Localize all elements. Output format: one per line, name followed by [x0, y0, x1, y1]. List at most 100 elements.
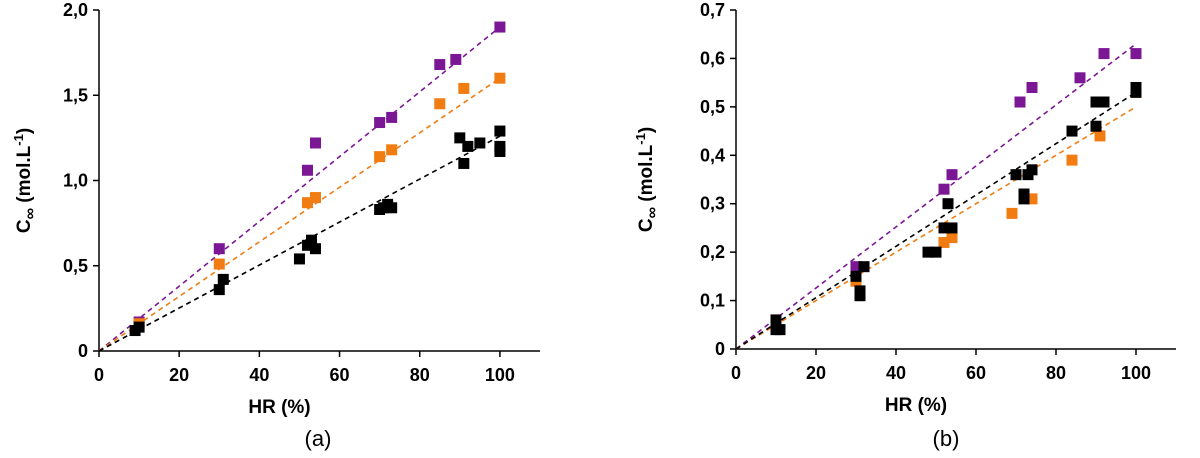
data-point: [213, 258, 225, 270]
data-point: [450, 53, 462, 65]
y-tick-label: 0,2: [700, 242, 725, 262]
data-point: [309, 137, 321, 149]
y-tick-label: 0: [715, 339, 725, 359]
data-point: [1090, 96, 1102, 108]
y-axis-title-sup: -1: [633, 133, 648, 145]
x-tick-label: 40: [249, 365, 269, 385]
y-tick-label: 0,7: [700, 0, 725, 20]
data-point: [1018, 193, 1030, 205]
x-tick-label: 80: [1046, 363, 1066, 383]
trend-line: [735, 43, 1137, 350]
data-point: [434, 98, 446, 110]
y-axis-title-sub: ∞: [644, 207, 661, 218]
y-axis-title-sup: -1: [11, 134, 26, 146]
data-point: [1098, 48, 1110, 60]
data-point: [938, 183, 950, 195]
data-point: [374, 151, 386, 163]
x-tick-label: 100: [1121, 363, 1151, 383]
data-point: [386, 111, 398, 123]
data-point: [309, 243, 321, 255]
data-point: [1130, 48, 1142, 60]
x-tick-label: 0: [731, 363, 741, 383]
x-tick-label: 60: [330, 365, 350, 385]
data-point: [462, 140, 474, 152]
data-point: [217, 273, 229, 285]
x-tick-label: 100: [485, 365, 515, 385]
data-point: [494, 125, 506, 137]
data-point: [946, 169, 958, 181]
panel-label: (b): [933, 426, 960, 451]
data-point: [938, 222, 950, 234]
y-tick-label: 0,3: [700, 194, 725, 214]
trend-line: [98, 77, 501, 352]
data-point: [938, 236, 950, 248]
x-axis-title: HR (%): [248, 397, 310, 418]
data-point: [434, 59, 446, 71]
y-axis-title-rest: (mol.L: [636, 144, 657, 207]
x-tick-label: 20: [169, 365, 189, 385]
y-tick-label: 0,5: [700, 97, 725, 117]
y-axis-title-rest: (mol.L: [14, 145, 35, 208]
data-point: [946, 222, 958, 234]
y-tick-label: 0,5: [63, 256, 88, 276]
data-point: [946, 232, 958, 244]
panel-b: 0 20 40 60 80 100 0 0,1 0,2 0,3 0,4 0,5 0,6 0,7 HR (%)…: [633, 0, 1176, 451]
data-point: [494, 72, 506, 84]
data-point: [1090, 120, 1102, 132]
data-point: [458, 157, 470, 169]
trend-line: [98, 135, 501, 352]
data-point: [770, 314, 782, 326]
y-axis-title-close: ): [636, 127, 657, 133]
y-axis-title-base: C: [14, 219, 35, 233]
y-axis-title: C∞ (mol.L-1): [633, 127, 661, 232]
data-point: [301, 164, 313, 176]
data-point: [1026, 81, 1038, 93]
data-point: [301, 197, 313, 209]
y-tick-label: 1,0: [63, 171, 88, 191]
data-point: [213, 243, 225, 255]
data-point: [1010, 169, 1022, 181]
panel-a: 0 20 40 60 80 100 0 0,5 1,0 1,5 2,0 HR (%) C∞ (mol.L…: [11, 0, 540, 451]
data-point: [1130, 86, 1142, 98]
data-point: [309, 192, 321, 204]
data-point: [458, 82, 470, 94]
data-point: [922, 246, 934, 258]
x-tick-label: 60: [966, 363, 986, 383]
data-point: [374, 117, 386, 129]
y-tick-label: 0: [78, 341, 88, 361]
trend-line: [735, 106, 1137, 350]
y-axis-title-base: C: [636, 218, 657, 232]
x-tick-label: 20: [806, 363, 826, 383]
data-point: [305, 234, 317, 246]
y-tick-label: 1,5: [63, 85, 88, 105]
data-point: [774, 324, 786, 336]
x-tick-label: 80: [410, 365, 430, 385]
y-tick-label: 0,6: [700, 48, 725, 68]
data-point: [850, 270, 862, 282]
data-point: [454, 132, 466, 144]
data-point: [1014, 96, 1026, 108]
data-point: [213, 284, 225, 296]
data-point: [386, 202, 398, 214]
data-point: [1006, 207, 1018, 219]
data-point: [1098, 96, 1110, 108]
x-axis-title: HR (%): [885, 395, 947, 416]
x-tick-label: 40: [886, 363, 906, 383]
data-point: [1026, 193, 1038, 205]
data-point: [494, 146, 506, 158]
y-tick-label: 0,4: [700, 145, 725, 165]
data-point: [133, 321, 145, 333]
data-point: [1074, 72, 1086, 84]
y-tick-label: 2,0: [63, 0, 88, 20]
data-point: [1066, 154, 1078, 166]
y-tick-label: 0,1: [700, 291, 725, 311]
y-axis-title-sub: ∞: [22, 208, 39, 219]
trend-line: [98, 26, 501, 352]
data-point: [930, 246, 942, 258]
y-axis-title-close: ): [14, 128, 35, 134]
panel-label: (a): [305, 426, 332, 451]
data-point: [474, 137, 486, 149]
data-point: [1066, 125, 1078, 137]
y-axis-title: C∞ (mol.L-1): [11, 128, 39, 233]
